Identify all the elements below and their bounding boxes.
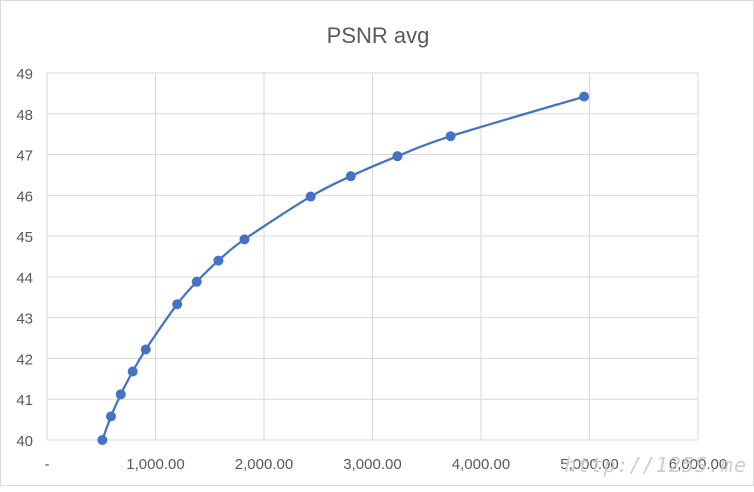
y-tick-label-8: 48 bbox=[16, 107, 33, 124]
y-tick-labels: 40 41 42 43 44 45 46 47 48 49 bbox=[16, 66, 33, 450]
data-point-11 bbox=[392, 151, 403, 162]
y-tick-label-0: 40 bbox=[16, 433, 33, 450]
x-tick-label-5: 5,000.00 bbox=[560, 456, 618, 473]
x-tick-label-6: 6,000.00 bbox=[669, 456, 727, 473]
data-point-13 bbox=[579, 91, 590, 102]
y-tick-label-9: 49 bbox=[16, 66, 33, 83]
y-tick-label-2: 42 bbox=[16, 351, 33, 368]
y-tick-label-7: 47 bbox=[16, 148, 33, 165]
y-tick-label-6: 46 bbox=[16, 188, 33, 205]
x-tick-label-2: 2,000.00 bbox=[235, 456, 293, 473]
data-point-5 bbox=[172, 299, 183, 310]
data-point-6 bbox=[191, 276, 202, 287]
x-tick-label-3: 3,000.00 bbox=[343, 456, 401, 473]
data-point-9 bbox=[305, 191, 316, 202]
data-point-1 bbox=[106, 411, 117, 422]
y-tick-label-1: 41 bbox=[16, 392, 33, 409]
y-tick-label-4: 44 bbox=[16, 270, 33, 287]
x-tick-label-0: - bbox=[45, 456, 50, 473]
x-tick-label-1: 1,000.00 bbox=[126, 456, 184, 473]
x-tick-labels: - 1,000.00 2,000.00 3,000.00 4,000.00 5,000.0… bbox=[45, 456, 728, 473]
data-point-2 bbox=[115, 389, 126, 400]
data-point-3 bbox=[127, 366, 138, 377]
data-point-8 bbox=[239, 234, 250, 245]
data-point-4 bbox=[140, 344, 151, 355]
data-point-0 bbox=[97, 435, 108, 445]
x-tick-label-4: 4,000.00 bbox=[452, 456, 510, 473]
y-tick-label-5: 45 bbox=[16, 229, 33, 246]
chart-title: PSNR avg bbox=[327, 23, 430, 48]
series-line-0 bbox=[101, 95, 585, 441]
watermark: http://125S.me bbox=[564, 453, 747, 477]
series-group bbox=[97, 91, 590, 445]
data-point-12 bbox=[445, 131, 456, 142]
y-tick-label-3: 43 bbox=[16, 311, 33, 328]
grid-lines bbox=[46, 72, 699, 441]
data-point-10 bbox=[345, 171, 356, 182]
data-point-7 bbox=[213, 255, 224, 266]
